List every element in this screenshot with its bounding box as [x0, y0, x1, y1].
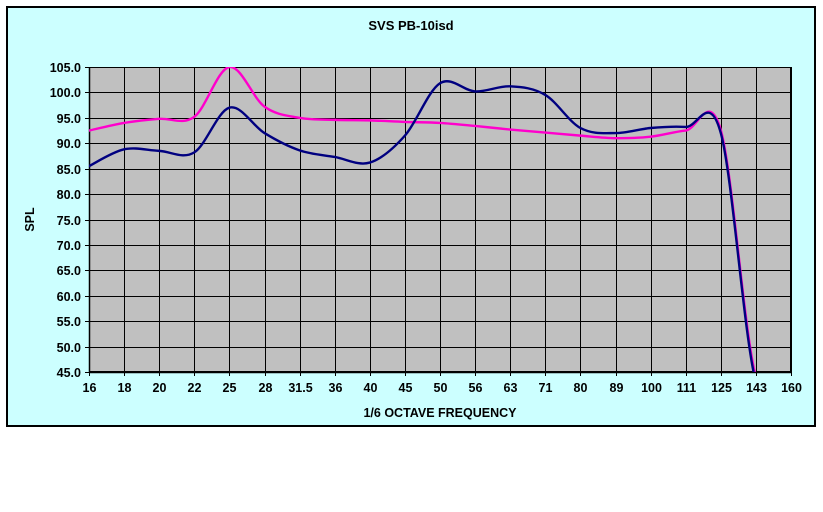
axis-lines: [88, 67, 791, 374]
y-axis-ticks: [85, 67, 89, 373]
y-tick-label: 65.0: [57, 264, 81, 278]
x-tick-label: 143: [746, 381, 767, 395]
y-tick-label: 70.0: [57, 239, 81, 253]
chart-frame: SVS PB-10isd 105.0 100.0 95.0 90.0 85.0 80.0 7…: [6, 6, 816, 427]
y-tick-label: 100.0: [50, 86, 81, 100]
x-tick-label: 20: [153, 381, 167, 395]
x-axis-title: 1/6 OCTAVE FREQUENCY: [363, 406, 517, 420]
y-tick-label: 105.0: [50, 61, 81, 75]
y-tick-label: 95.0: [57, 112, 81, 126]
x-tick-label: 100: [641, 381, 662, 395]
x-tick-label: 80: [574, 381, 588, 395]
x-tick-label: 18: [118, 381, 132, 395]
x-tick-label: 89: [610, 381, 624, 395]
chart-title: SVS PB-10isd: [368, 18, 454, 33]
y-tick-label: 75.0: [57, 214, 81, 228]
x-tick-label: 50: [434, 381, 448, 395]
y-tick-label: 60.0: [57, 290, 81, 304]
y-tick-label: 90.0: [57, 137, 81, 151]
x-tick-label: 71: [539, 381, 553, 395]
x-tick-label: 40: [364, 381, 378, 395]
x-tick-label: 63: [504, 381, 518, 395]
y-tick-label: 50.0: [57, 341, 81, 355]
y-tick-label: 80.0: [57, 188, 81, 202]
x-tick-label: 22: [188, 381, 202, 395]
x-tick-label: 31.5: [288, 381, 312, 395]
y-tick-label: 45.0: [57, 366, 81, 380]
x-tick-label: 45: [399, 381, 413, 395]
x-tick-label: 25: [223, 381, 237, 395]
x-tick-label: 111: [677, 381, 697, 395]
data-traces: [89, 67, 756, 372]
series-line-navy-trace: [89, 80, 755, 372]
y-axis-tick-labels: 105.0 100.0 95.0 90.0 85.0 80.0 75.0 70.0 65.0 60…: [50, 61, 81, 380]
x-tick-label: 16: [83, 381, 97, 395]
x-tick-label: 28: [259, 381, 273, 395]
y-tick-label: 55.0: [57, 315, 81, 329]
x-axis-tick-labels: 16 18 20 22 25 28 31.5 36 40 45 50 56 63 71 80 89 100 111…: [83, 381, 802, 395]
x-tick-label: 125: [711, 381, 732, 395]
y-tick-label: 85.0: [57, 163, 81, 177]
chart-plot-area: 105.0 100.0 95.0 90.0 85.0 80.0 75.0 70.0 65.0 60…: [23, 61, 802, 420]
y-axis-title: SPL: [23, 207, 37, 232]
x-gridlines: [89, 67, 792, 372]
x-tick-label: 36: [329, 381, 343, 395]
x-tick-label: 160: [781, 381, 802, 395]
x-tick-label: 56: [469, 381, 483, 395]
